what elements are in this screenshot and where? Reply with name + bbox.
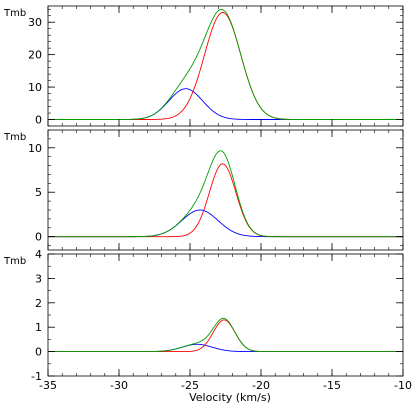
- x-tick-label: -20: [252, 379, 270, 392]
- panel-2-y-axis-label: Tmb: [3, 132, 26, 143]
- x-tick-label: -15: [323, 379, 341, 392]
- panel-2-series-1: [48, 209, 403, 238]
- x-axis-label: Velocity (km/s): [189, 391, 271, 404]
- panel-1-series-3: [48, 8, 403, 120]
- panel-2-y-tick-label: 5: [35, 186, 42, 199]
- panel-3-series-3: [48, 317, 403, 353]
- x-tick-label: -30: [110, 379, 128, 392]
- x-tick-label: -10: [394, 379, 412, 392]
- panel-3-y-tick-label: -1: [31, 370, 42, 383]
- panel-3-y-tick-label: 0: [35, 346, 42, 359]
- panel-1-y-tick-label: 20: [28, 49, 42, 62]
- panel-1-frame: [47, 5, 404, 127]
- panel-1-y-axis-label: Tmb: [3, 8, 26, 19]
- panel-3-y-tick-label: 2: [35, 297, 42, 310]
- panel-3-y-axis-label: Tmb: [3, 256, 26, 267]
- panel-1-series-1: [48, 88, 403, 120]
- panel-3-y-tick-label: 4: [35, 248, 42, 261]
- panel-3-frame: [47, 253, 404, 377]
- panel-2-series-3: [48, 150, 403, 238]
- x-tick-label: -35: [39, 379, 57, 392]
- panel-1-y-tick-label: 10: [28, 81, 42, 94]
- panel-3-series-1: [48, 343, 403, 353]
- panel-3-y-tick-label: 1: [35, 321, 42, 334]
- panel-1-series-2: [48, 12, 403, 120]
- panel-3: -1 0 1 2 3 4 Tmb: [3, 248, 404, 383]
- panel-2-frame: [47, 129, 404, 251]
- panel-3-y-tick-label: 3: [35, 272, 42, 285]
- panel-2-series-2: [48, 163, 403, 238]
- panel-2-y-tick-label: 10: [28, 142, 42, 155]
- panel-2-y-tick-label: 0: [35, 231, 42, 244]
- panel-1-y-tick-label: 30: [28, 16, 42, 29]
- panel-3-series-2: [48, 319, 403, 353]
- x-tick-label: -25: [181, 379, 199, 392]
- panel-1-y-tick-label: 0: [35, 114, 42, 127]
